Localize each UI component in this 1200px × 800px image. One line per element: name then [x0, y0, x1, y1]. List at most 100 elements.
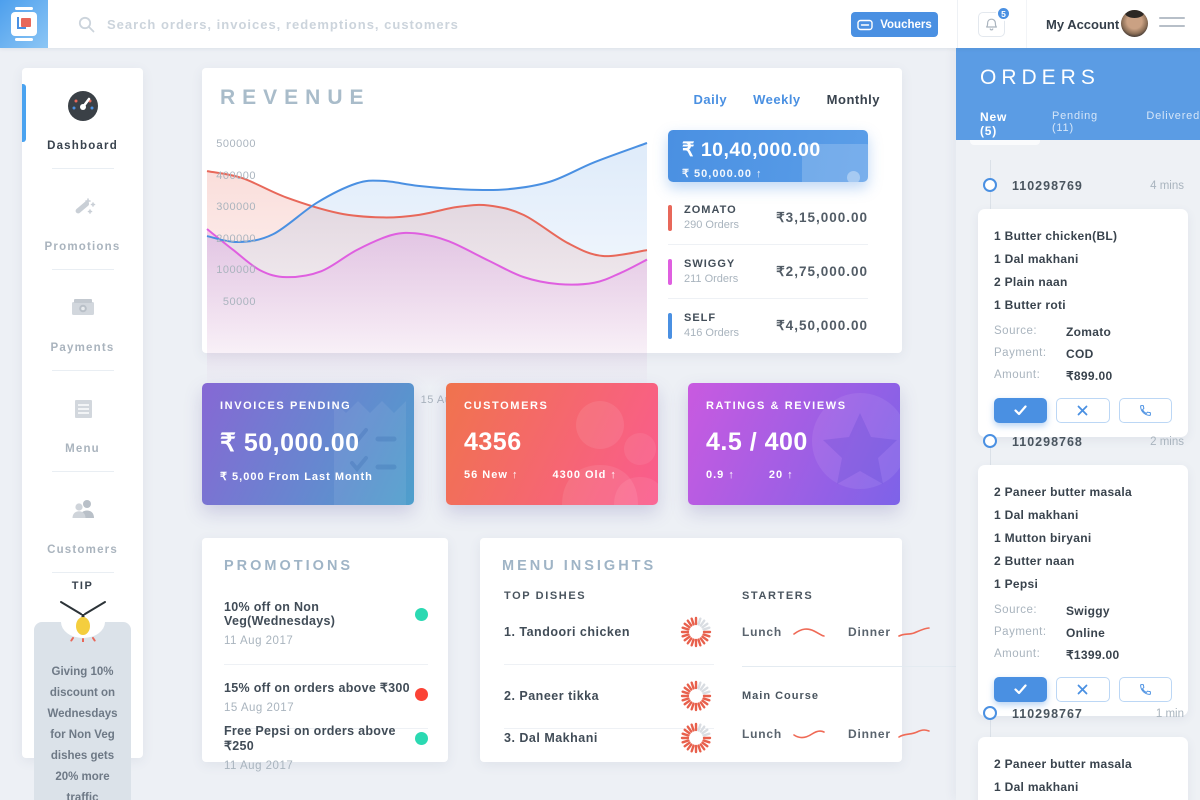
dish-name: 3. Dal Makhani: [504, 731, 598, 745]
tab-daily[interactable]: Daily: [693, 92, 728, 107]
ratings-reviews-card: RATINGS & REVIEWS 4.5 / 400 0.9 ↑ 20 ↑: [688, 383, 900, 505]
tip-section: TIP Giving 10% discount on Wednesdays fo…: [22, 580, 143, 800]
sidebar-item-promotions[interactable]: Promotions: [22, 169, 143, 269]
swiggy-line: [206, 228, 648, 286]
revenue-title: REVENUE: [220, 86, 371, 109]
my-account-button[interactable]: My Account: [1046, 17, 1120, 32]
order-item: 1 Dal makhani: [994, 252, 1079, 266]
amount-label: Amount:: [994, 648, 1041, 660]
sidebar: Dashboard Promotions Payments Me: [22, 68, 143, 800]
orders-header: ORDERS New (5) Pending (11) Delivered: [956, 48, 1200, 140]
main-course-dinner: Dinner: [848, 726, 931, 742]
metric-sub: ₹ 5,000 From Last Month: [220, 471, 373, 483]
order-item: 2 Plain naan: [994, 275, 1068, 289]
dish-row: 1. Tandoori chicken: [504, 614, 714, 650]
dinner-sparkline: [898, 627, 930, 637]
order-actions: [994, 398, 1172, 423]
lightbulb-icon: [59, 601, 106, 642]
y-tick-label: 400000: [216, 169, 256, 182]
amount-value: ₹899.00: [1066, 369, 1113, 383]
promotion-text: 15% off on orders above ₹300: [224, 681, 410, 695]
chart-canvas: [206, 142, 648, 388]
revenue-card: REVENUE Daily Weekly Monthly 500000 40000…: [202, 68, 902, 406]
reject-order-button[interactable]: [1056, 398, 1110, 423]
order-item: 1 Butter roti: [994, 298, 1066, 312]
metric-sub-reviews: 20 ↑: [768, 469, 794, 481]
divider: [668, 298, 868, 299]
divider: [51, 572, 114, 573]
divider: [51, 471, 114, 472]
source-label: Source:: [994, 325, 1038, 337]
promotion-date: 11 Aug 2017: [224, 760, 294, 772]
order-time: 1 min: [1155, 708, 1184, 720]
promotion-date: 15 Aug 2017: [224, 702, 295, 714]
sidebar-item-label: Promotions: [44, 241, 121, 253]
call-customer-button[interactable]: [1118, 677, 1172, 702]
call-customer-button[interactable]: [1118, 398, 1172, 423]
tip-label: TIP: [71, 580, 94, 592]
order-id[interactable]: 110298768: [1012, 435, 1083, 449]
dish-name: 1. Tandoori chicken: [504, 625, 630, 639]
starters-dinner: Dinner: [848, 624, 931, 640]
sidebar-item-dashboard[interactable]: Dashboard: [22, 68, 143, 168]
source-amount: ₹4,50,000.00: [776, 317, 868, 333]
order-card: 2 Paneer butter masala 1 Dal makhani 1 M…: [978, 737, 1188, 800]
sidebar-item-menu[interactable]: Menu: [22, 371, 143, 471]
tab-new[interactable]: New (5): [980, 110, 1008, 138]
payment-value: Online: [1066, 626, 1106, 640]
sidebar-item-payments[interactable]: Payments: [22, 270, 143, 370]
bell-icon: [986, 18, 997, 30]
source-orders: 290 Orders: [684, 219, 740, 231]
promotion-item[interactable]: 10% off on Non Veg(Wednesdays) 11 Aug 20…: [224, 600, 428, 647]
metric-value: 4356: [464, 428, 522, 456]
dish-gauge-icon: [680, 680, 712, 712]
tab-weekly[interactable]: Weekly: [753, 92, 801, 107]
status-dot: [415, 732, 428, 745]
phone-icon: [1139, 405, 1151, 416]
payment-value: COD: [1066, 347, 1094, 361]
tab-delivered[interactable]: Delivered: [1146, 110, 1200, 122]
menu-icon[interactable]: [1159, 17, 1185, 33]
magic-wand-icon: [75, 198, 95, 214]
order-bullet-icon: [983, 706, 997, 720]
self-line: [206, 142, 648, 244]
promotion-item[interactable]: 15% off on orders above ₹300 15 Aug 2017: [224, 680, 428, 714]
source-value: Zomato: [1066, 325, 1112, 339]
app-logo[interactable]: [0, 0, 48, 48]
order-item: 2 Paneer butter masala: [994, 757, 1132, 771]
y-tick-label: 500000: [216, 138, 256, 150]
order-id[interactable]: 110298767: [1012, 707, 1083, 721]
payment-label: Payment:: [994, 347, 1047, 359]
top-dishes-label: TOP DISHES: [504, 590, 587, 602]
menu-list-icon: [74, 400, 92, 418]
vouchers-button[interactable]: Vouchers: [851, 12, 938, 37]
tab-monthly[interactable]: Monthly: [826, 92, 880, 107]
breakdown-row-swiggy: SWIGGY 211 Orders ₹2,75,000.00: [668, 250, 868, 293]
divider: [668, 244, 868, 245]
divider: [51, 269, 114, 270]
zomato-line: [206, 170, 648, 258]
starters-lunch: Lunch: [742, 624, 826, 640]
metric-title: CUSTOMERS: [464, 400, 549, 412]
accept-order-button[interactable]: [994, 398, 1048, 423]
lunch-sparkline: [793, 730, 825, 739]
divider: [504, 728, 714, 729]
breakdown-row-self: SELF 416 Orders ₹4,50,000.00: [668, 304, 868, 347]
sidebar-item-label: Payments: [50, 342, 115, 354]
accept-order-button[interactable]: [994, 677, 1048, 702]
tip-card: Giving 10% discount on Wednesdays for No…: [34, 601, 131, 800]
sidebar-item-customers[interactable]: Customers: [22, 472, 143, 572]
search-input[interactable]: [107, 16, 607, 32]
order-item: 1 Pepsi: [994, 577, 1039, 591]
tab-pending[interactable]: Pending (11): [1051, 110, 1098, 134]
divider: [742, 666, 1118, 667]
logo-decor: [15, 7, 33, 10]
y-tick-label: 50000: [222, 296, 256, 308]
order-time: 4 mins: [1150, 180, 1184, 192]
y-tick-label: 200000: [216, 232, 256, 245]
promotion-item[interactable]: Free Pepsi on orders above ₹250 11 Aug 2…: [224, 724, 428, 772]
reject-order-button[interactable]: [1056, 677, 1110, 702]
order-id[interactable]: 110298769: [1012, 179, 1083, 193]
user-avatar[interactable]: [1121, 10, 1148, 37]
